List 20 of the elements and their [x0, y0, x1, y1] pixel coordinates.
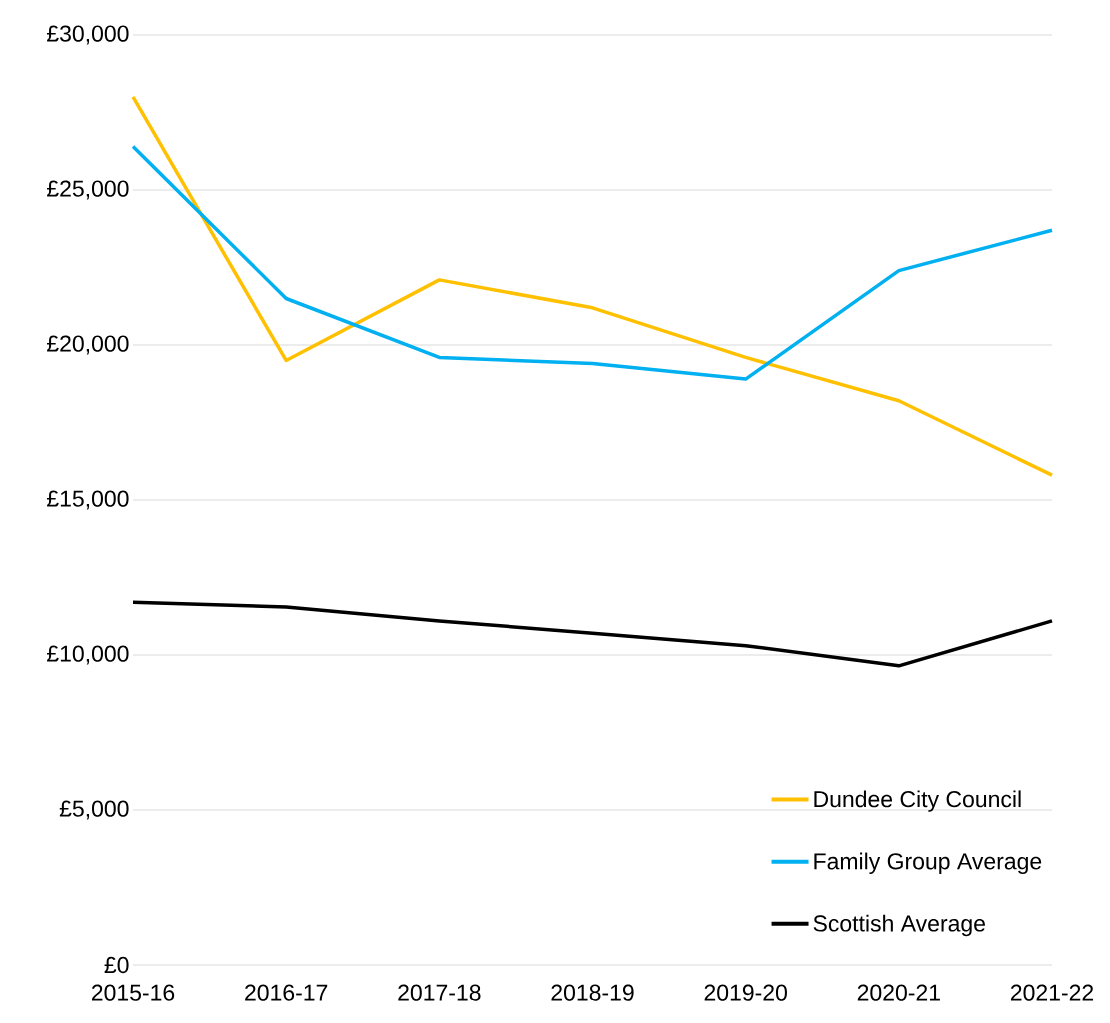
y-tick-label: £30,000 [46, 25, 129, 45]
legend-label: Scottish Average [813, 914, 985, 937]
y-tick-label: £25,000 [46, 180, 129, 200]
x-tick-label: 2017-18 [398, 984, 481, 1001]
x-tick-label: 2019-20 [704, 984, 787, 1001]
line-series [131, 600, 1054, 668]
x-tick-label: 2020-21 [857, 984, 940, 1001]
x-tick-label: 2021-22 [1010, 984, 1094, 1001]
legend-label: Dundee City Council [814, 790, 1021, 812]
legend-label: Family Group Average [814, 852, 1042, 874]
line-series [131, 144, 1054, 381]
y-tick-label: £15,000 [46, 490, 129, 510]
line-series [131, 95, 1054, 477]
y-tick-label: £10,000 [46, 645, 129, 665]
y-tick-label: £0 [104, 956, 129, 974]
x-tick-label: 2016-17 [245, 984, 328, 1001]
x-tick-label: 2015-16 [91, 984, 175, 1001]
y-tick-label: £20,000 [46, 335, 129, 355]
x-tick-label: 2018-19 [551, 984, 634, 1001]
y-tick-label: £5,000 [59, 800, 129, 820]
